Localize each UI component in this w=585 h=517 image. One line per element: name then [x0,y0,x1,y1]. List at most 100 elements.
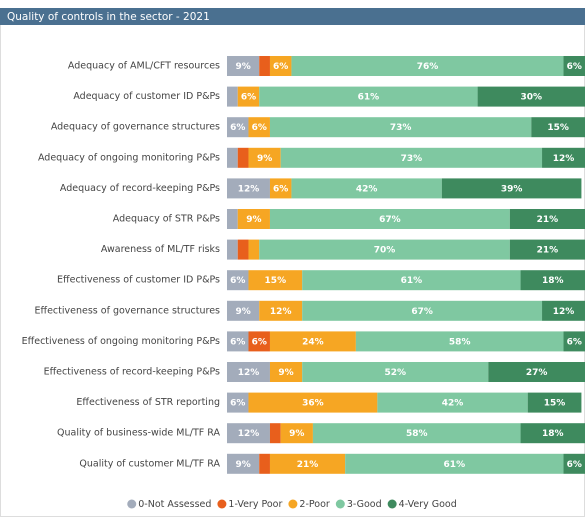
value-label: 6% [273,62,288,72]
bar-segment [291,178,442,199]
value-label: 12% [238,429,260,439]
value-label: 15% [544,399,566,409]
value-label: 12% [553,154,575,164]
bar-segment [227,56,260,76]
bar-segment [280,147,543,168]
bar-segment [269,423,281,444]
value-label: 6% [567,460,582,470]
bar-segment [248,117,270,138]
category-label: Effectiveness of governance structures [35,305,221,316]
value-label: 6% [241,93,256,103]
value-label: 12% [238,184,260,194]
category-label: Quality of customer ML/TF RA [79,458,220,469]
value-label: 70% [374,246,396,256]
bar-segment [248,331,270,352]
bar-segment [520,423,585,444]
bar-segment [259,300,303,321]
chart-title: Quality of controls in the sector - 2021 [7,11,210,23]
bar-segment [227,392,249,413]
category-label: Quality of business-wide ML/TF RA [57,428,220,439]
value-label: 6% [567,337,582,347]
bar-segment [302,300,543,321]
category-label: Effectiveness of record-keeping P&Ps [44,367,220,378]
value-label: 61% [401,276,423,286]
bar-segment [227,300,260,321]
bar-segment [259,453,270,474]
value-label: 27% [526,368,548,378]
bar-segment [269,117,532,138]
bar-segment [291,56,564,76]
bar-segment [227,178,270,199]
bar-segment [227,239,238,260]
value-label: 42% [442,399,464,409]
value-label: 6% [230,276,245,286]
value-label: 12% [553,307,575,317]
bar-segment [259,86,478,107]
value-label: 21% [537,215,559,225]
bar-segment [488,362,585,382]
value-label: 6% [230,123,245,133]
value-label: 9% [235,62,250,72]
bar-segment [527,392,582,413]
bar-segment [269,362,303,382]
bar-segment [269,178,292,199]
bar-segment [259,239,510,260]
value-label: 58% [406,429,428,439]
value-label: 67% [379,215,401,225]
bar-segment [237,147,249,168]
value-label: 9% [235,460,250,470]
bar-segment [227,117,249,138]
value-label: 76% [417,62,439,72]
category-label: Adequacy of ongoing monitoring P&Ps [38,152,220,163]
value-label: 24% [302,337,324,347]
value-label: 6% [230,337,245,347]
bar-segment [248,270,303,291]
value-label: 21% [537,246,559,256]
value-label: 6% [273,184,288,194]
value-label: 12% [238,368,260,378]
value-label: 36% [302,399,324,409]
value-label: 30% [521,93,543,103]
bar-segment [227,362,270,382]
bar-segment [259,56,270,76]
bar-segment [227,86,238,107]
value-label: 21% [297,460,319,470]
bar-segment [269,453,346,474]
title-bar [0,8,585,25]
legend-label: 3-Good [347,499,382,510]
category-label: Effectiveness of customer ID P&Ps [57,275,220,286]
bar-segment [563,331,585,352]
legend-label: 4-Very Good [399,499,457,510]
value-label: 67% [411,307,433,317]
bar-segment [312,423,521,444]
category-label: Adequacy of customer ID P&Ps [73,91,220,102]
bar-segment [248,239,260,260]
value-label: 61% [358,93,380,103]
value-label: 18% [542,276,564,286]
bar-segment [302,362,489,382]
value-label: 9% [278,368,293,378]
legend-marker [127,499,137,509]
legend-label: 1-Very Poor [228,499,282,510]
bar-segment [248,147,281,168]
value-label: 61% [444,460,466,470]
bar-segment [227,423,270,444]
bar-segment [237,209,270,229]
value-label: 73% [401,154,423,164]
value-label: 15% [265,276,287,286]
bar-segment [563,56,585,76]
bar-segment [345,453,564,474]
value-label: 6% [230,399,245,409]
bar-segment [441,178,582,199]
bar-segment [520,270,585,291]
bar-segment [531,117,585,138]
bar-segment [477,86,585,107]
bar-segment [542,147,585,168]
bar-segment [302,270,521,291]
bar-segment [227,453,260,474]
bar-segment [227,209,238,229]
value-label: 9% [246,215,261,225]
category-label: Effectiveness of STR reporting [76,397,220,408]
value-label: 6% [567,62,582,72]
